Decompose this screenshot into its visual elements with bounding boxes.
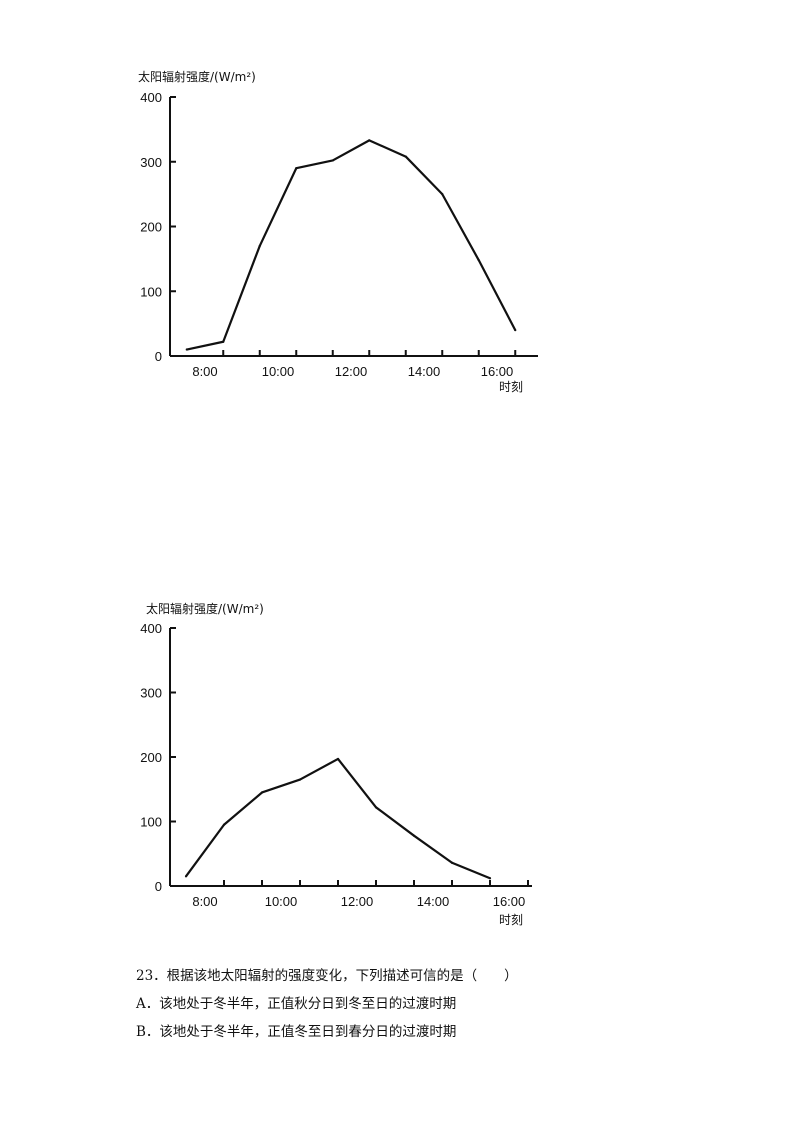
data-point (450, 861, 454, 864)
data-point (260, 791, 264, 794)
chart-solar-radiation-2: 太阳辐射强度/(W/m²) 0 100 200 300 400 8:00 10:00 12:… (0, 590, 800, 940)
data-point (412, 834, 416, 837)
y-tick-label: 300 (140, 686, 162, 701)
y-tick-label: 200 (140, 750, 162, 765)
y-tick-label: 0 (155, 879, 162, 894)
radiation-line (186, 139, 517, 351)
data-point (514, 329, 517, 332)
data-point (404, 155, 407, 158)
x-ticks: 8:00 10:00 12:00 14:00 16:00 (192, 350, 517, 379)
x-ticks: 8:00 10:00 12:00 14:00 16:00 (192, 880, 529, 909)
x-tick-label: 8:00 (192, 894, 217, 909)
chart-1-svg: 太阳辐射强度/(W/m²) 0 100 200 300 400 8:00 10:00 12:… (138, 69, 538, 394)
option-a: A．该地处于冬半年，正值秋分日到冬至日的过渡时期 (136, 996, 457, 1012)
x-tick-label: 16:00 (493, 894, 526, 909)
x-tick-label: 12:00 (341, 894, 374, 909)
chart-solar-radiation-1: 太阳辐射强度/(W/m²) 0 100 200 300 400 8:00 10:00 12:… (0, 60, 800, 410)
data-point (374, 806, 378, 809)
data-point (336, 757, 340, 761)
data-point (441, 193, 444, 196)
y-axis-title: 太阳辐射强度/(W/m²) (138, 69, 256, 84)
data-point (258, 244, 261, 248)
data-point (331, 159, 334, 162)
data-point (184, 875, 188, 878)
radiation-line (185, 757, 491, 880)
data-point (477, 259, 480, 262)
x-tick-label: 14:00 (408, 364, 441, 379)
y-tick-label: 200 (140, 220, 162, 235)
x-tick-label: 8:00 (192, 364, 217, 379)
y-tick-label: 300 (140, 155, 162, 170)
y-tick-label: 400 (140, 621, 162, 636)
data-point (298, 778, 302, 781)
option-b: B．该地处于冬半年，正值冬至日到春分日的过渡时期 (136, 1024, 457, 1040)
y-tick-label: 0 (155, 349, 162, 364)
y-tick-label: 100 (140, 284, 162, 299)
x-tick-label: 12:00 (335, 364, 368, 379)
x-axis-title: 时刻 (499, 913, 523, 927)
x-tick-label: 14:00 (417, 894, 450, 909)
data-point (185, 348, 188, 351)
x-axis-title: 时刻 (499, 380, 523, 394)
question-stem: 23．根据该地太阳辐射的强度变化，下列描述可信的是（ ） (136, 968, 518, 984)
data-point (222, 823, 226, 826)
chart-2-svg: 太阳辐射强度/(W/m²) 0 100 200 300 400 8:00 10:00 12:… (140, 601, 532, 927)
data-point (488, 877, 492, 880)
x-tick-label: 10:00 (265, 894, 298, 909)
data-point (368, 139, 371, 142)
y-tick-label: 400 (140, 90, 162, 105)
data-point (222, 340, 225, 343)
question-23: 23．根据该地太阳辐射的强度变化，下列描述可信的是（ ） A．该地处于冬半年，正… (136, 962, 756, 1046)
y-tick-label: 100 (140, 815, 162, 830)
data-point (295, 167, 298, 170)
y-axis-title: 太阳辐射强度/(W/m²) (146, 601, 264, 616)
x-tick-label: 10:00 (262, 364, 295, 379)
y-ticks: 0 100 200 300 400 (140, 90, 176, 364)
x-tick-label: 16:00 (481, 364, 514, 379)
